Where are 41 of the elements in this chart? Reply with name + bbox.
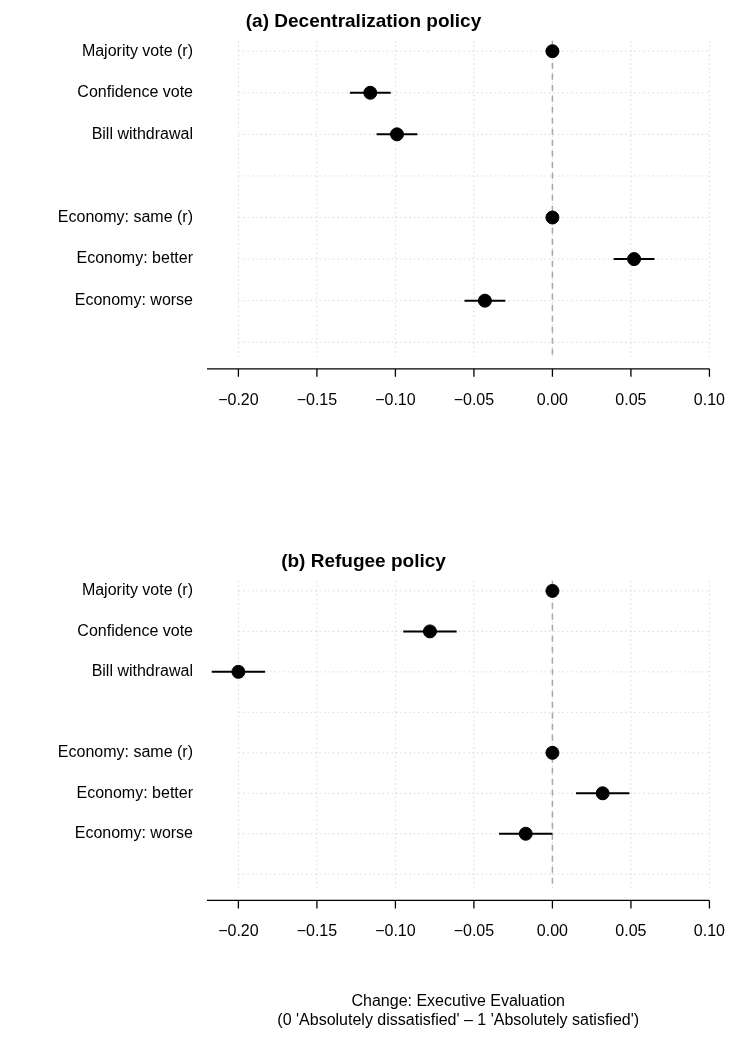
y-tick-label: Majority vote (r) [81, 581, 193, 599]
y-tick-label: Economy: worse [74, 291, 194, 309]
point [627, 252, 642, 267]
point [363, 85, 378, 100]
x-tick-label: −0.15 [296, 922, 338, 940]
y-tick-label: Economy: worse [74, 824, 194, 842]
x-tick-label: −0.20 [218, 922, 259, 940]
x-tick-label: −0.20 [218, 390, 259, 408]
point [389, 127, 404, 142]
y-tick-label: Bill withdrawal [91, 124, 193, 142]
x-tick-label: 0.00 [536, 922, 569, 940]
y-tick-label: Confidence vote [77, 83, 194, 101]
point [595, 786, 610, 801]
point [545, 210, 560, 225]
x-axis-title: Change: Executive Evaluation (0 'Absolutely dissatisfied' – 1 'Absolutely satisfied') [277, 991, 640, 1028]
chart-title: (a) Decentralization policy [245, 9, 482, 31]
x-tick-label: 0.10 [693, 390, 726, 408]
point [231, 664, 246, 679]
point [545, 583, 560, 598]
x-tick-label: −0.15 [296, 390, 338, 408]
y-tick-label: Bill withdrawal [91, 662, 193, 680]
point [477, 293, 492, 308]
x-tick-label: 0.00 [536, 390, 569, 408]
y-tick-label: Economy: same (r) [57, 743, 193, 761]
point [518, 826, 533, 841]
x-tick-label: −0.05 [453, 390, 495, 408]
x-tick-label: −0.10 [375, 922, 416, 940]
point [422, 624, 437, 639]
point [545, 745, 560, 760]
y-tick-label: Confidence vote [77, 621, 194, 639]
x-tick-label: 0.05 [615, 390, 647, 408]
x-tick-label: 0.10 [693, 922, 726, 940]
y-tick-label: Economy: better [76, 249, 194, 267]
y-tick-label: Economy: same (r) [57, 207, 193, 225]
y-tick-label: Economy: better [76, 783, 194, 801]
x-tick-label: −0.10 [375, 390, 416, 408]
point [545, 44, 560, 59]
x-tick-label: −0.05 [453, 922, 495, 940]
x-tick-label: 0.05 [615, 922, 647, 940]
y-tick-label: Majority vote (r) [81, 41, 193, 59]
chart-title: (b) Refugee policy [281, 549, 447, 571]
